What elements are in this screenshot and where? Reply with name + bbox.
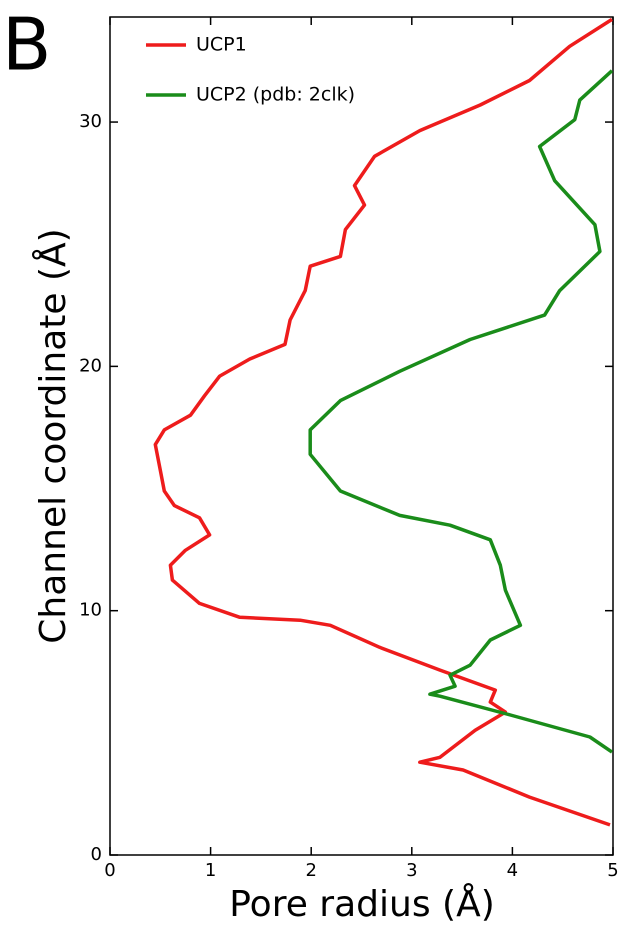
x-axis-label: Pore radius (Å) [229,882,495,925]
y-tick-label: 10 [79,600,102,621]
data-line [308,69,614,754]
x-tick-label: 2 [305,860,316,881]
legend-label: UCP2 (pdb: 2clk) [196,84,355,106]
y-tick-label: 20 [79,355,102,376]
panel-label: B [2,3,51,87]
x-tick-label: 4 [507,860,518,881]
x-tick-label: 0 [104,860,115,881]
y-tick-label: 30 [79,111,102,132]
y-tick-label: 0 [91,844,102,865]
plot-frame [109,16,614,856]
x-tick-label: 5 [607,860,618,881]
x-tick-label: 1 [205,860,216,881]
x-tick-label: 3 [406,860,417,881]
y-axis-label: Channel coordinate (Å) [31,228,74,643]
legend-label: UCP1 [196,34,247,56]
data-line [153,17,613,827]
